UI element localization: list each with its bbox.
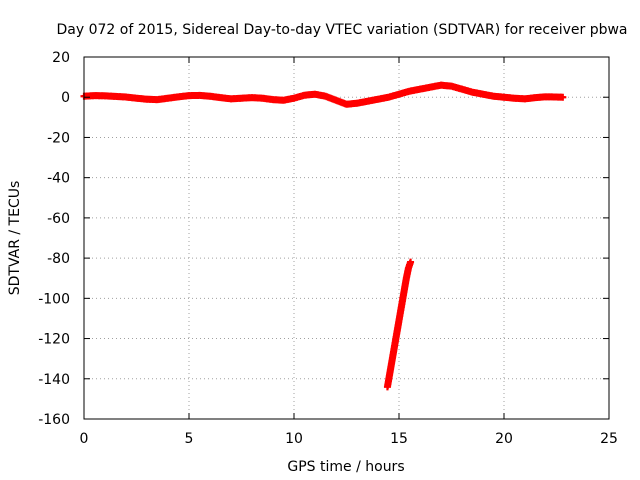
x-tick-label: 20 bbox=[495, 431, 513, 447]
axis-ticks: 0 5 10 15 20 25 -160 -140 -120 -100 -80 -60 -40 -20 0 2… bbox=[38, 50, 618, 447]
x-tick-label: 0 bbox=[80, 431, 89, 447]
data-point bbox=[559, 93, 567, 101]
x-tick-label: 15 bbox=[390, 431, 408, 447]
data-points bbox=[80, 81, 567, 391]
y-tick-label: -20 bbox=[47, 130, 70, 146]
y-tick-label: -100 bbox=[38, 291, 70, 307]
data-point bbox=[407, 258, 415, 266]
y-tick-label: 20 bbox=[52, 50, 70, 66]
x-tick-label: 10 bbox=[285, 431, 303, 447]
y-tick-label: -120 bbox=[38, 332, 70, 348]
y-tick-label: -80 bbox=[47, 251, 70, 267]
y-tick-label: -140 bbox=[38, 372, 70, 388]
y-tick-label: -160 bbox=[38, 412, 70, 428]
y-tick-label: -40 bbox=[47, 171, 70, 187]
y-axis-label: SDTVAR / TECUs bbox=[7, 181, 23, 296]
y-tick-label: 0 bbox=[61, 90, 70, 106]
data-series bbox=[383, 258, 415, 391]
x-tick-label: 25 bbox=[600, 431, 618, 447]
data-series bbox=[80, 81, 567, 108]
plot-frame bbox=[83, 56, 610, 420]
chart-title: Day 072 of 2015, Sidereal Day-to-day VTE… bbox=[56, 22, 627, 38]
y-tick-label: -60 bbox=[47, 211, 70, 227]
x-axis-label: GPS time / hours bbox=[287, 459, 404, 475]
x-tick-label: 5 bbox=[185, 431, 194, 447]
grid-lines bbox=[84, 57, 609, 419]
